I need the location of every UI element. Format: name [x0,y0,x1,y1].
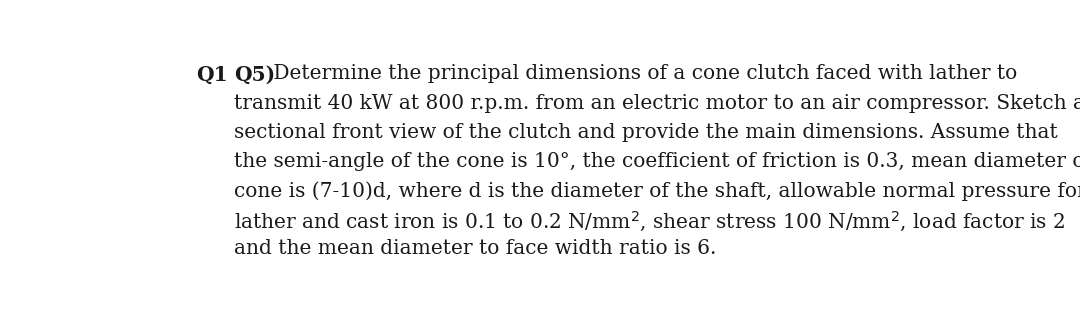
Text: cone is (7-10)d, where d is the diameter of the shaft, allowable normal pressure: cone is (7-10)d, where d is the diameter… [233,181,1080,201]
Text: and the mean diameter to face width ratio is 6.: and the mean diameter to face width rati… [233,239,716,258]
Text: Q5): Q5) [233,65,275,84]
Text: lather and cast iron is 0.1 to 0.2 N/mm$^2$, shear stress 100 N/mm$^2$, load fac: lather and cast iron is 0.1 to 0.2 N/mm$… [233,210,1065,234]
Text: the semi-angle of the cone is 10°, the coefficient of friction is 0.3, mean diam: the semi-angle of the cone is 10°, the c… [233,152,1080,171]
Text: Q1: Q1 [197,65,228,84]
Text: Determine the principal dimensions of a cone clutch faced with lather to: Determine the principal dimensions of a … [267,65,1017,83]
Text: transmit 40 kW at 800 r.p.m. from an electric motor to an air compressor. Sketch: transmit 40 kW at 800 r.p.m. from an ele… [233,94,1080,113]
Text: sectional front view of the clutch and provide the main dimensions. Assume that: sectional front view of the clutch and p… [233,123,1057,142]
